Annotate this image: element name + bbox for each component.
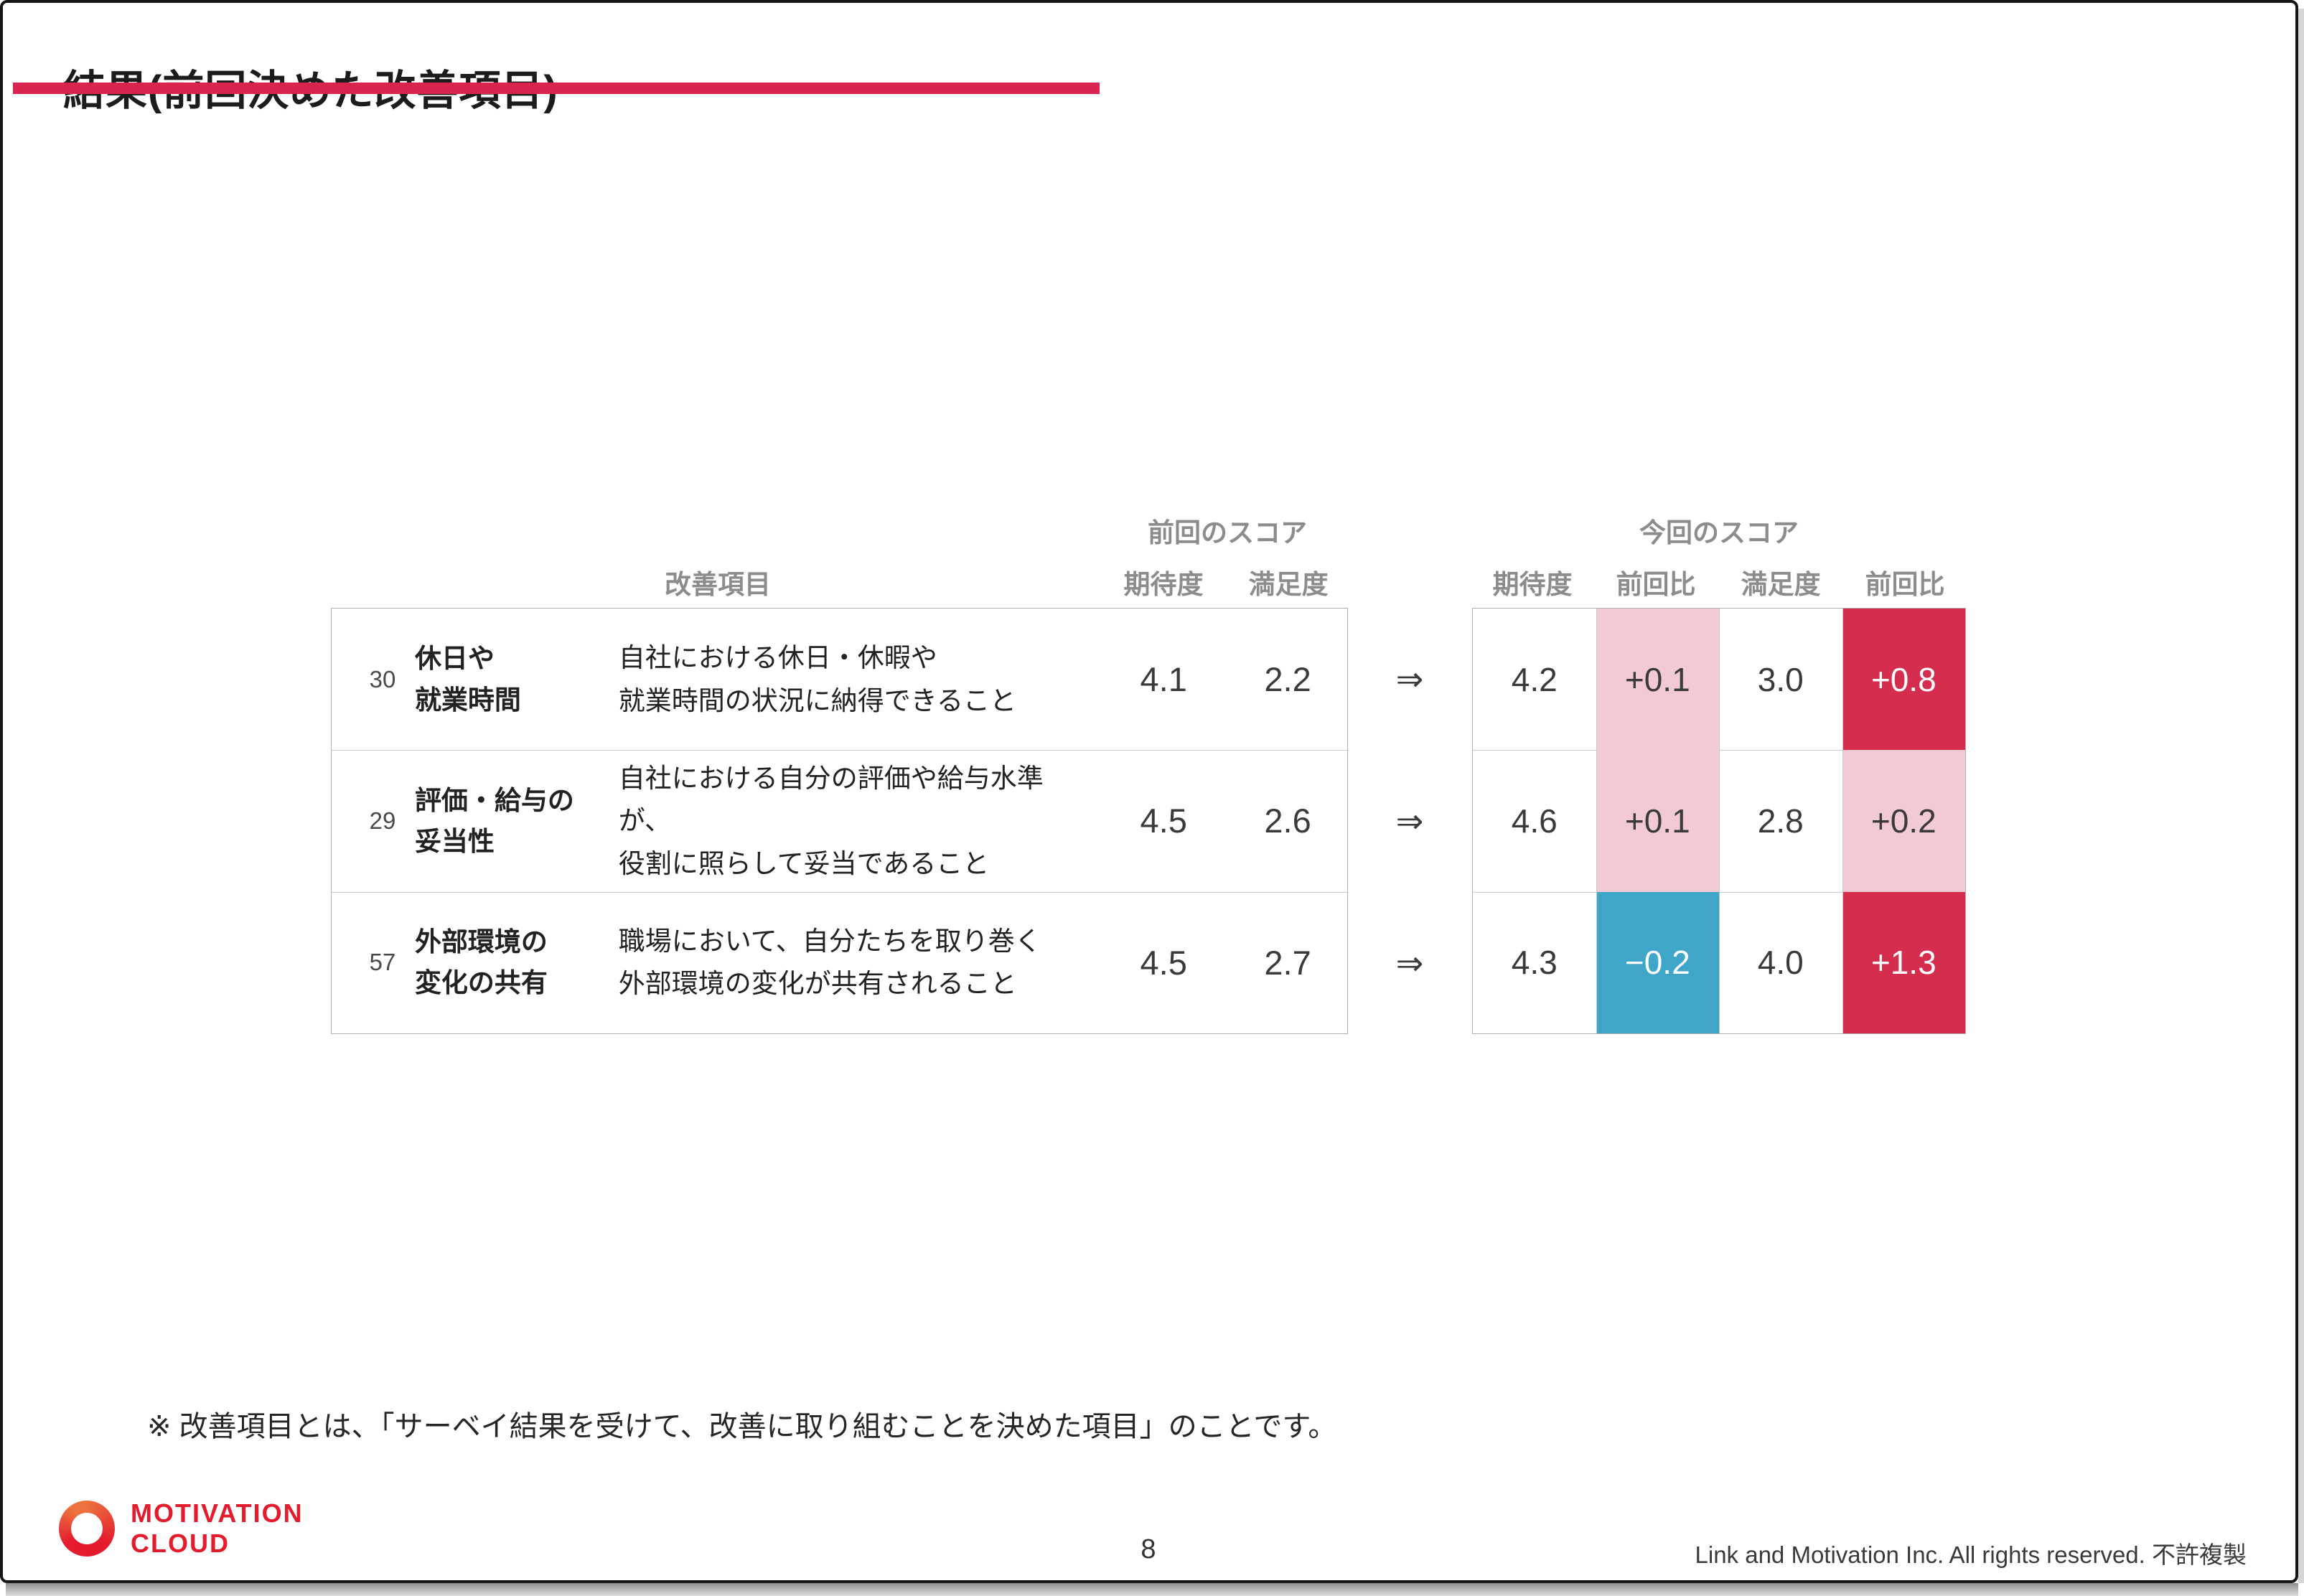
improvement-items-table: 30 休日や 就業時間 自社における休日・休暇や 就業時間の状況に納得できること… bbox=[331, 608, 1348, 1034]
prev-expectation-value: 4.5 bbox=[1140, 943, 1187, 982]
satisfaction-diff-cell: +1.3 bbox=[1842, 891, 1965, 1033]
curr-satisfaction-value: 2.8 bbox=[1719, 750, 1842, 891]
prev-satisfaction-value: 2.6 bbox=[1264, 802, 1311, 840]
satisfaction-diff-cell: +0.8 bbox=[1842, 609, 1965, 751]
footnote: ※ 改善項目とは、「サーベイ結果を受けて、改善に取り組むことを決めた項目」のこと… bbox=[147, 1411, 1337, 1442]
motivation-cloud-logo: MOTIVATION CLOUD bbox=[59, 1498, 304, 1559]
row-name: 外部環境の 変化の共有 bbox=[414, 926, 548, 998]
copyright-text: Link and Motivation Inc. All rights rese… bbox=[1695, 1541, 2247, 1568]
logo-text-line2: CLOUD bbox=[131, 1529, 230, 1559]
prev-satisfaction-value: 2.2 bbox=[1264, 660, 1311, 699]
row-id: 29 bbox=[369, 807, 396, 834]
prev-satisfaction-value: 2.7 bbox=[1264, 943, 1311, 982]
logo-ring-icon bbox=[59, 1501, 115, 1557]
row-id: 57 bbox=[369, 949, 396, 976]
slide-edge-shadow-bottom bbox=[6, 1583, 2298, 1596]
logo-text: MOTIVATION CLOUD bbox=[131, 1498, 304, 1559]
column-header-curr-expectation: 期待度 bbox=[1492, 570, 1573, 599]
expectation-diff-cell: −0.2 bbox=[1596, 891, 1719, 1033]
row-arrows: ⇒ ⇒ ⇒ bbox=[1347, 608, 1472, 1034]
column-header-curr-satisfaction: 満足度 bbox=[1741, 570, 1821, 599]
curr-expectation-value: 4.6 bbox=[1473, 750, 1596, 891]
score-group-header-current: 今回のスコア bbox=[1639, 518, 1799, 548]
title-underline bbox=[13, 83, 1100, 94]
curr-expectation-value: 4.3 bbox=[1473, 892, 1596, 1033]
arrow-right-icon: ⇒ bbox=[1395, 944, 1424, 982]
column-header-satisfaction-diff: 前回比 bbox=[1865, 570, 1945, 599]
column-header-prev-satisfaction: 満足度 bbox=[1248, 570, 1329, 599]
curr-satisfaction-value: 3.0 bbox=[1719, 609, 1842, 750]
column-header-prev-expectation: 期待度 bbox=[1123, 570, 1204, 599]
column-header-expectation-diff: 前回比 bbox=[1616, 570, 1696, 599]
curr-expectation-value: 4.2 bbox=[1511, 660, 1558, 698]
table-row: 57 外部環境の 変化の共有 職場において、自分たちを取り巻く 外部環境の変化が… bbox=[332, 892, 1347, 1033]
current-score-table: 4.2 +0.1 3.0 +0.8 4.6 +0.1 2.8 +0.2 4.3 … bbox=[1472, 608, 1966, 1034]
table-row: 30 休日や 就業時間 自社における休日・休暇や 就業時間の状況に納得できること… bbox=[332, 609, 1347, 750]
expectation-diff-cell: +0.1 bbox=[1596, 609, 1719, 751]
column-header-item: 改善項目 bbox=[665, 570, 771, 599]
row-description: 自社における休日・休暇や 就業時間の状況に納得できること bbox=[618, 643, 1017, 715]
row-name: 休日や 就業時間 bbox=[414, 644, 521, 715]
page-number: 8 bbox=[1141, 1534, 1156, 1564]
logo-text-line1: MOTIVATION bbox=[131, 1498, 304, 1528]
table-row: 29 評価・給与の 妥当性 自社における自分の評価や給与水準が、 役割に照らして… bbox=[332, 750, 1347, 891]
arrow-right-icon: ⇒ bbox=[1395, 660, 1424, 698]
slide-edge-shadow-right bbox=[2298, 9, 2304, 1583]
score-group-header-previous: 前回のスコア bbox=[1148, 518, 1307, 548]
arrow-right-icon: ⇒ bbox=[1395, 802, 1424, 840]
row-name: 評価・給与の 妥当性 bbox=[414, 785, 574, 856]
satisfaction-diff-cell: +0.2 bbox=[1842, 750, 1965, 892]
expectation-diff-cell: +0.1 bbox=[1596, 750, 1719, 892]
row-description: 自社における自分の評価や給与水準が、 役割に照らして妥当であること bbox=[618, 764, 1044, 878]
prev-expectation-value: 4.5 bbox=[1140, 802, 1187, 840]
row-description: 職場において、自分たちを取り巻く 外部環境の変化が共有されること bbox=[618, 926, 1041, 999]
curr-satisfaction-value: 4.0 bbox=[1719, 892, 1842, 1033]
row-id: 30 bbox=[369, 665, 396, 693]
prev-expectation-value: 4.1 bbox=[1140, 660, 1187, 699]
